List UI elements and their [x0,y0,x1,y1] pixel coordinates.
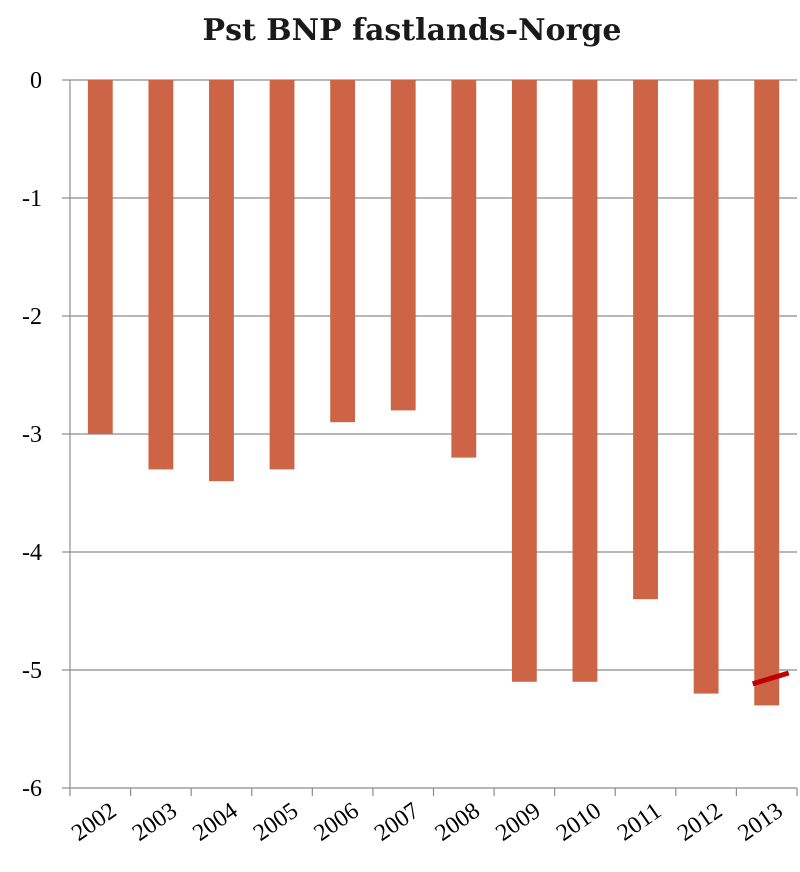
x-tick-label: 2009 [491,798,545,847]
x-tick-label: 2007 [370,798,424,847]
x-tick-label: 2002 [67,798,121,847]
x-tick-label: 2010 [552,798,606,847]
x-tick-label: 2012 [673,798,727,847]
axes [62,79,798,796]
bar [209,80,234,482]
x-tick-label: 2004 [188,798,242,847]
x-tick-label: 2006 [309,798,363,847]
x-tick-label: 2003 [128,798,182,847]
bar [451,80,477,458]
bar [633,80,658,600]
y-axis-ticks: 0 -1 -2 -3 -4 -5 -6 [22,68,42,802]
bar [87,80,113,434]
x-axis-ticks: 2002 2003 2004 2005 2006 2007 2008 2009 2010 2011… [67,798,788,847]
x-tick-label: 2013 [734,798,788,847]
y-tick-label: -5 [22,658,42,684]
bar [693,80,719,694]
bar [572,80,598,682]
bar [269,80,295,470]
chart-title: Pst BNP fastlands-Norge [203,13,622,48]
y-tick-label: -3 [22,422,42,448]
bar [390,80,416,411]
trend-marker [751,670,790,687]
y-tick-label: -1 [22,186,42,212]
bar [754,80,780,706]
bar [148,80,174,470]
y-tick-label: -4 [22,540,42,566]
y-tick-label: -6 [22,776,42,802]
bars [87,80,780,706]
bar [330,80,356,423]
x-tick-label: 2005 [249,798,303,847]
gridlines [70,197,797,671]
bar [511,80,537,682]
y-tick-label: 0 [30,68,42,94]
x-tick-label: 2008 [431,798,485,847]
x-tick-label: 2011 [613,798,667,846]
y-tick-label: -2 [22,304,42,330]
